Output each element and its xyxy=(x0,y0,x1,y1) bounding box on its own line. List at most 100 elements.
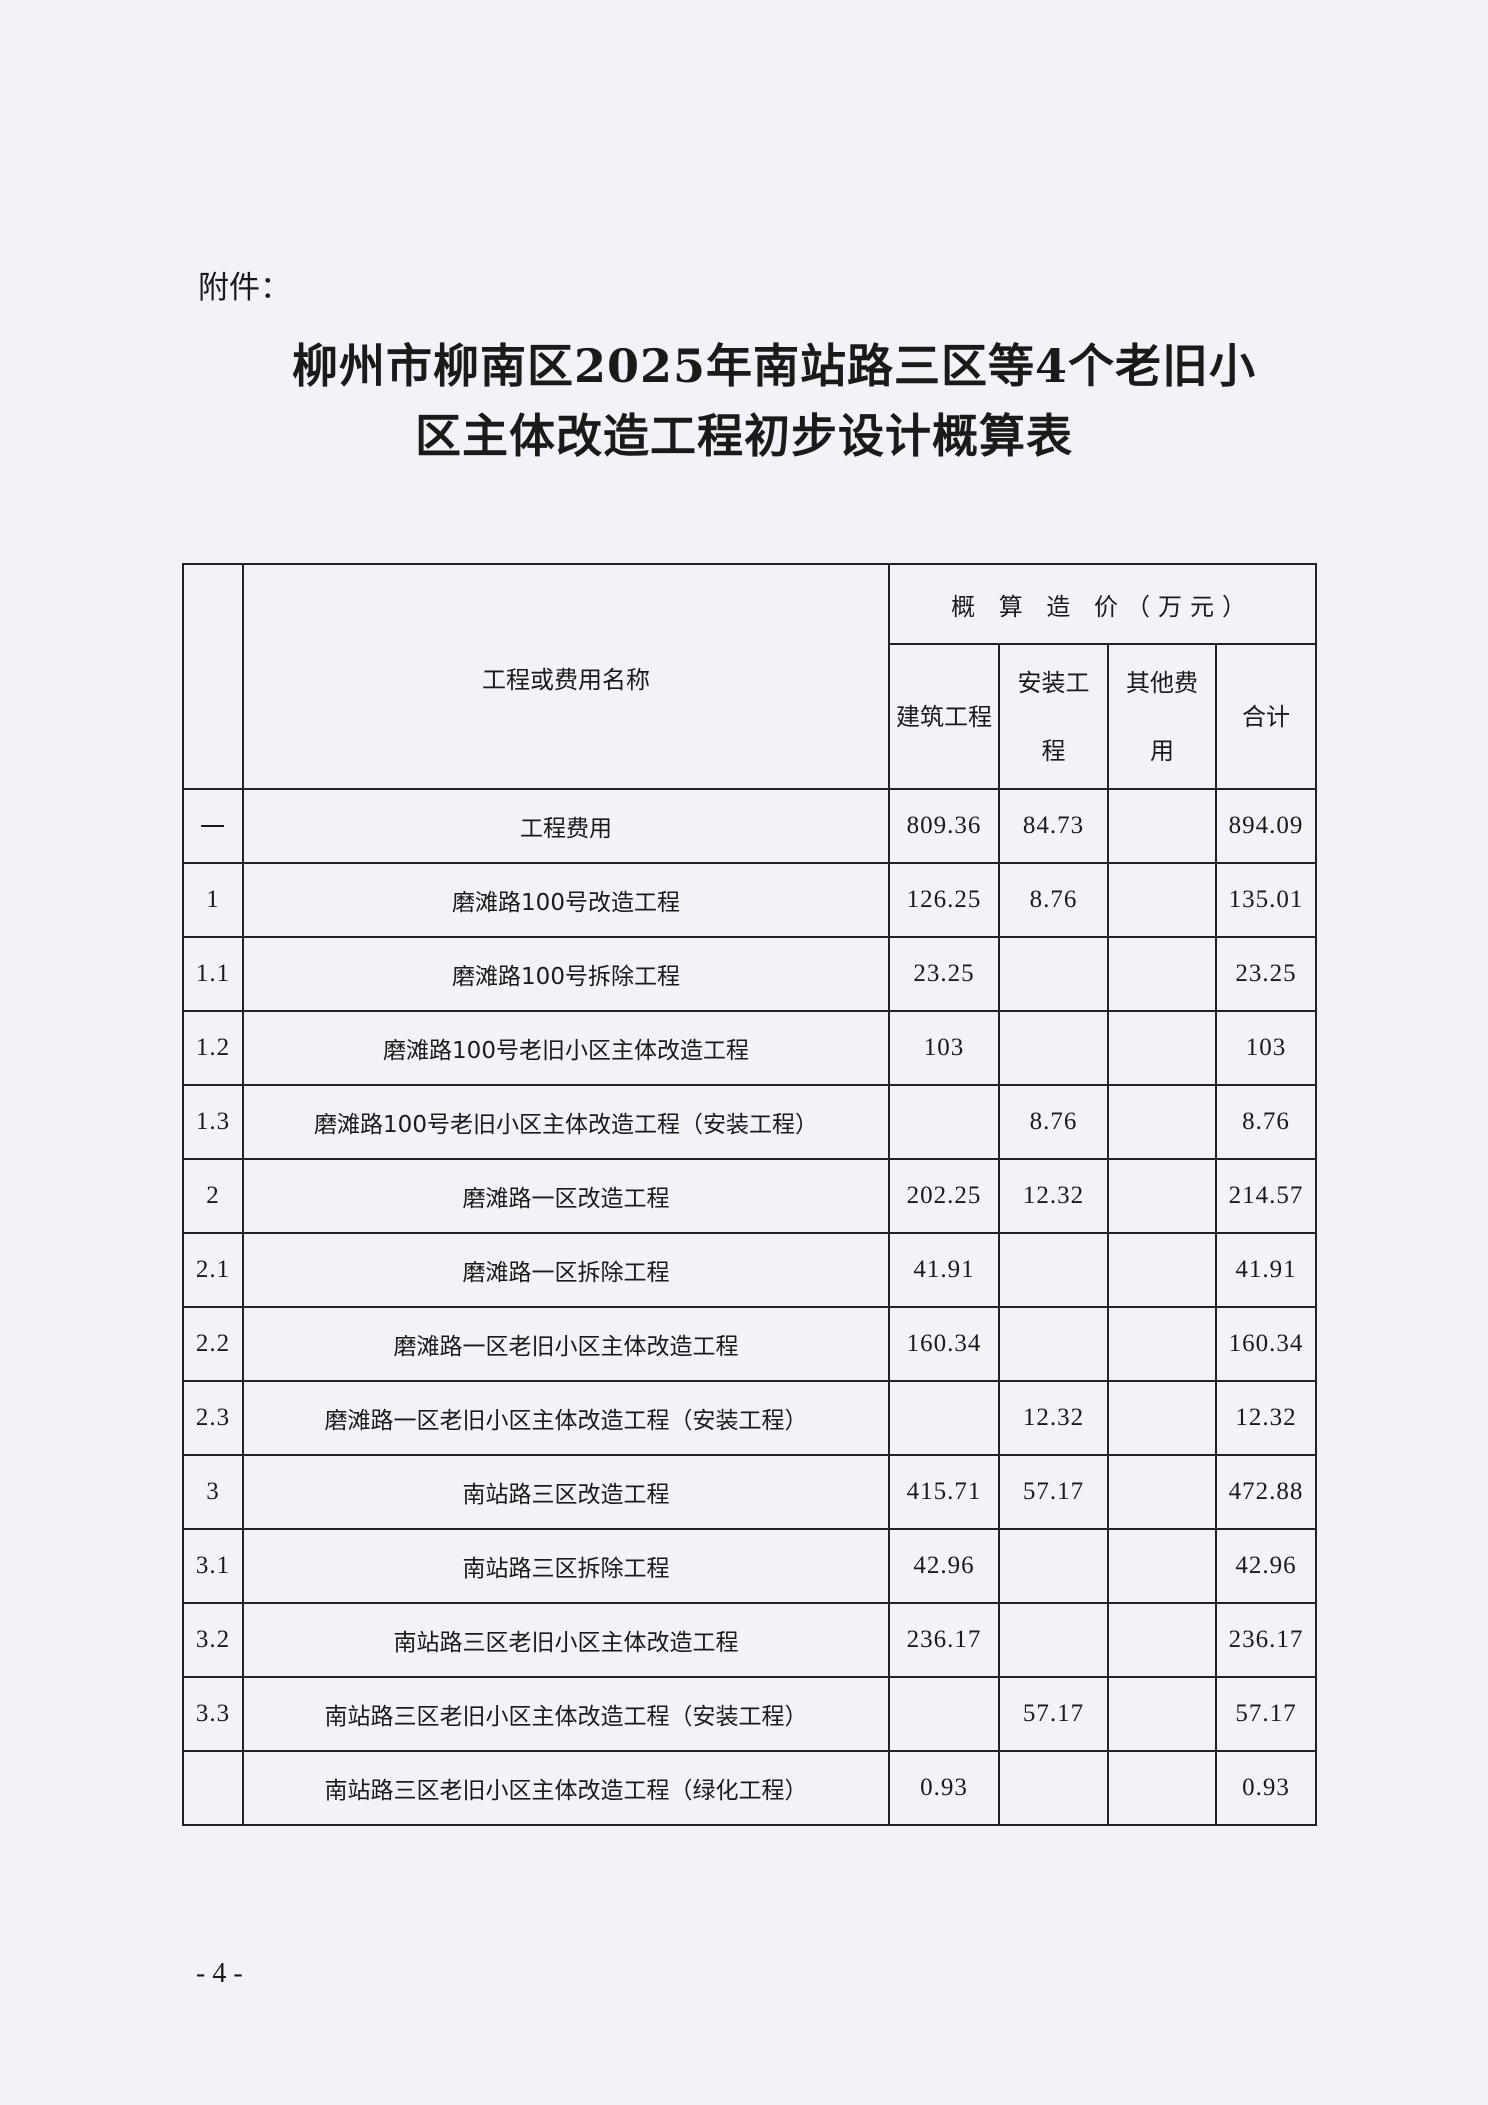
table-row: 1.1 磨滩路100号拆除工程 23.25 23.25 xyxy=(182,936,1318,1012)
cell-build: 0.93 xyxy=(888,1750,1000,1826)
cell-build: 42.96 xyxy=(888,1528,1000,1604)
cell-other xyxy=(1107,1306,1217,1382)
header-seq xyxy=(182,563,244,790)
header-group: 概 算 造 价（万元） xyxy=(887,563,1318,645)
cell-install: 12.32 xyxy=(998,1380,1109,1456)
cell-other xyxy=(1107,1010,1217,1086)
table-row: 2.3 磨滩路一区老旧小区主体改造工程（安装工程） 12.32 12.32 xyxy=(182,1380,1318,1456)
cell-install xyxy=(998,1528,1109,1604)
cell-seq: 2 xyxy=(182,1158,244,1234)
cell-seq: 3.2 xyxy=(182,1602,244,1678)
cell-name: 南站路三区老旧小区主体改造工程（绿化工程） xyxy=(242,1750,890,1826)
cell-install xyxy=(998,1010,1109,1086)
cell-total: 894.09 xyxy=(1214,788,1318,864)
cell-install: 57.17 xyxy=(998,1676,1109,1752)
cell-seq: 1.3 xyxy=(182,1084,244,1160)
header-name: 工程或费用名称 xyxy=(242,563,890,790)
cell-build: 809.36 xyxy=(888,788,1000,864)
header-build: 建筑工程 xyxy=(888,643,1000,790)
cell-build: 23.25 xyxy=(888,936,1000,1012)
cell-seq xyxy=(182,1750,244,1826)
cell-other xyxy=(1107,1602,1217,1678)
cell-total: 214.57 xyxy=(1214,1158,1318,1234)
cell-total: 42.96 xyxy=(1214,1528,1318,1604)
cell-other xyxy=(1107,862,1217,938)
cell-other xyxy=(1107,1750,1217,1826)
table-row: 3.3 南站路三区老旧小区主体改造工程（安装工程） 57.17 57.17 xyxy=(182,1676,1318,1752)
cell-build: 103 xyxy=(888,1010,1000,1086)
cell-install: 12.32 xyxy=(998,1158,1109,1234)
cell-other xyxy=(1107,1232,1217,1308)
cell-other xyxy=(1107,936,1217,1012)
cell-name: 磨滩路一区拆除工程 xyxy=(242,1232,890,1308)
cell-seq: 1.2 xyxy=(182,1010,244,1086)
cell-build: 41.91 xyxy=(888,1232,1000,1308)
cell-seq: 2.1 xyxy=(182,1232,244,1308)
cell-total: 12.32 xyxy=(1214,1380,1318,1456)
cell-seq: 一 xyxy=(182,788,244,864)
cell-seq: 1 xyxy=(182,862,244,938)
cell-name: 工程费用 xyxy=(242,788,890,864)
cell-name: 南站路三区拆除工程 xyxy=(242,1528,890,1604)
cell-total: 472.88 xyxy=(1214,1454,1318,1530)
cell-name: 磨滩路一区老旧小区主体改造工程 xyxy=(242,1306,890,1382)
cell-build xyxy=(888,1084,1000,1160)
cell-total: 160.34 xyxy=(1214,1306,1318,1382)
cell-seq: 3.1 xyxy=(182,1528,244,1604)
cell-total: 0.93 xyxy=(1214,1750,1318,1826)
cell-install: 8.76 xyxy=(998,1084,1109,1160)
cell-other xyxy=(1107,1158,1217,1234)
header-install: 安装工程 xyxy=(998,643,1109,790)
cell-total: 41.91 xyxy=(1214,1232,1318,1308)
cell-build: 126.25 xyxy=(888,862,1000,938)
document-title-line2: 区主体改造工程初步设计概算表 xyxy=(415,409,1073,463)
table-row: 一工程费用 809.36 84.73 894.09 xyxy=(182,788,1318,864)
cell-install: 8.76 xyxy=(998,862,1109,938)
table-row: 2 磨滩路一区改造工程 202.25 12.32 214.57 xyxy=(182,1158,1318,1234)
cell-name: 磨滩路一区老旧小区主体改造工程（安装工程） xyxy=(242,1380,890,1456)
cell-name: 南站路三区老旧小区主体改造工程（安装工程） xyxy=(242,1676,890,1752)
cell-other xyxy=(1107,1676,1217,1752)
document-title-line1: 柳州市柳南区2025年南站路三区等4个老旧小 xyxy=(291,339,1257,393)
cell-seq: 3 xyxy=(182,1454,244,1530)
header-other: 其他费用 xyxy=(1107,643,1217,790)
cell-build: 160.34 xyxy=(888,1306,1000,1382)
cell-other xyxy=(1107,788,1217,864)
cell-install xyxy=(998,936,1109,1012)
cell-name: 磨滩路100号拆除工程 xyxy=(242,936,890,1012)
table-row: 1.3 磨滩路100号老旧小区主体改造工程（安装工程） 8.76 8.76 xyxy=(182,1084,1318,1160)
cell-name: 南站路三区改造工程 xyxy=(242,1454,890,1530)
table-row: 1 磨滩路100号改造工程 126.25 8.76 135.01 xyxy=(182,862,1318,938)
cell-name: 磨滩路100号老旧小区主体改造工程 xyxy=(242,1010,890,1086)
cell-build xyxy=(888,1676,1000,1752)
cell-total: 23.25 xyxy=(1214,936,1318,1012)
table-row: 3.2 南站路三区老旧小区主体改造工程 236.17 236.17 xyxy=(182,1602,1318,1678)
table-row: 3 南站路三区改造工程 415.71 57.17 472.88 xyxy=(182,1454,1318,1530)
cell-build xyxy=(888,1380,1000,1456)
table-row: 1.2 磨滩路100号老旧小区主体改造工程 103 103 xyxy=(182,1010,1318,1086)
cell-total: 57.17 xyxy=(1214,1676,1318,1752)
table-row: 2.1 磨滩路一区拆除工程 41.91 41.91 xyxy=(182,1232,1318,1308)
cell-install xyxy=(998,1232,1109,1308)
cell-other xyxy=(1107,1084,1217,1160)
table-row: 3.1 南站路三区拆除工程 42.96 42.96 xyxy=(182,1528,1318,1604)
cell-name: 磨滩路100号改造工程 xyxy=(242,862,890,938)
table-row: 南站路三区老旧小区主体改造工程（绿化工程） 0.93 0.93 xyxy=(182,1750,1318,1826)
attachment-label: 附件： xyxy=(198,270,291,306)
cell-name: 南站路三区老旧小区主体改造工程 xyxy=(242,1602,890,1678)
cell-build: 202.25 xyxy=(888,1158,1000,1234)
cell-total: 135.01 xyxy=(1214,862,1318,938)
cell-total: 8.76 xyxy=(1214,1084,1318,1160)
cell-install xyxy=(998,1750,1109,1826)
cell-install: 84.73 xyxy=(998,788,1109,864)
cell-seq: 2.2 xyxy=(182,1306,244,1382)
cell-name: 磨滩路一区改造工程 xyxy=(242,1158,890,1234)
cell-install xyxy=(998,1602,1109,1678)
page-number: - 4 - xyxy=(196,1958,243,1989)
cell-install: 57.17 xyxy=(998,1454,1109,1530)
cell-seq: 2.3 xyxy=(182,1380,244,1456)
cell-name: 磨滩路100号老旧小区主体改造工程（安装工程） xyxy=(242,1084,890,1160)
table-row: 2.2 磨滩路一区老旧小区主体改造工程 160.34 160.34 xyxy=(182,1306,1318,1382)
cell-total: 236.17 xyxy=(1214,1602,1318,1678)
budget-table: 工程或费用名称 概 算 造 价（万元） 建筑工程 安装工程 其他费用 合计 一工… xyxy=(182,563,1318,1826)
